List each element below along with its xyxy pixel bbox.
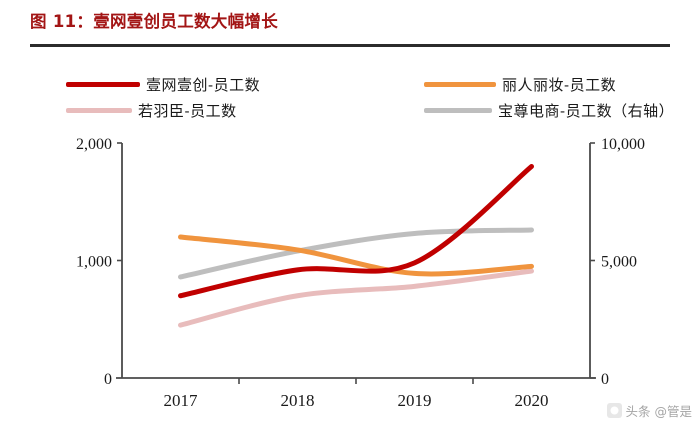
watermark-text: 头条 @管是 [625, 404, 692, 419]
series-line-3 [178, 227, 534, 280]
line-chart-svg: 0 1,000 2,000 0 5,000 10,000 2017 2018 2019 2020 [76, 136, 645, 410]
series-line-2 [178, 268, 534, 328]
watermark: 头条 @管是 [606, 401, 692, 420]
title-divider [30, 44, 670, 47]
legend-swatch-icon-1 [424, 82, 496, 87]
legend-item-1[interactable]: 丽人丽妆-员工数 [424, 74, 616, 95]
y-tick-label-right-1: 5,000 [601, 254, 637, 271]
x-tick-label-2: 2019 [398, 391, 432, 410]
y-tick-label-left-0: 0 [104, 371, 112, 388]
legend-label-1: 丽人丽妆-员工数 [502, 76, 617, 94]
legend-item-3[interactable]: 宝尊电商-员工数（右轴） [424, 100, 674, 121]
figure-title-block: 图 11：壹网壹创员工数大幅增长 [30, 8, 670, 32]
legend-swatch-icon-2 [66, 108, 132, 113]
y-tick-label-right-2: 10,000 [601, 136, 645, 153]
legend-item-2[interactable]: 若羽臣-员工数 [66, 100, 237, 121]
legend-item-0[interactable]: 壹网壹创-员工数 [66, 74, 260, 95]
legend-label-2: 若羽臣-员工数 [138, 102, 237, 120]
series-line-1 [178, 234, 534, 277]
toutiao-badge-icon [606, 403, 622, 418]
x-tick-label-3: 2020 [515, 391, 549, 410]
page-title: 图 11：壹网壹创员工数大幅增长 [30, 12, 279, 31]
series-line-0 [178, 164, 534, 299]
y-tick-label-right-0: 0 [601, 371, 609, 388]
chart-plot-area: 0 1,000 2,000 0 5,000 10,000 2017 2018 2019 2020 [0, 120, 696, 422]
legend-swatch-icon-0 [66, 82, 140, 87]
y-tick-label-left-2: 2,000 [76, 136, 112, 153]
chart-legend: 壹网壹创-员工数 丽人丽妆-员工数 若羽臣-员工数 宝尊电商-员工数（右轴） [0, 68, 696, 126]
x-tick-label-0: 2017 [164, 391, 199, 410]
legend-label-0: 壹网壹创-员工数 [146, 76, 261, 94]
legend-label-3: 宝尊电商-员工数（右轴） [498, 102, 675, 120]
x-tick-label-1: 2018 [281, 391, 315, 410]
legend-swatch-icon-3 [424, 108, 492, 113]
y-tick-label-left-1: 1,000 [76, 254, 112, 271]
